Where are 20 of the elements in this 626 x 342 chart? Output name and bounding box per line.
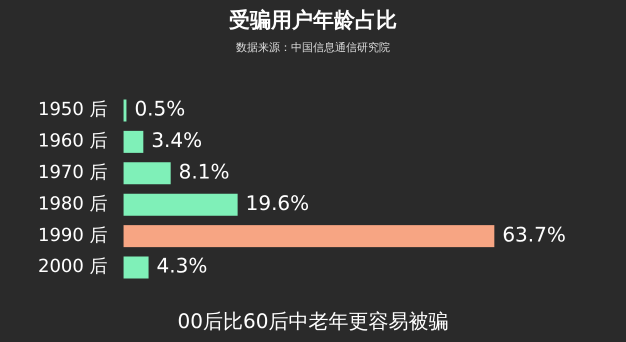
y-tick-label: 1990 后 xyxy=(38,224,108,246)
data-label: 19.6% xyxy=(246,190,310,215)
data-label: 63.7% xyxy=(502,222,566,246)
bar xyxy=(124,194,238,216)
y-tick-label: 2000 后 xyxy=(38,256,108,278)
bar xyxy=(124,162,171,184)
y-tick-label: 1970 后 xyxy=(38,162,108,183)
bar xyxy=(124,225,494,248)
chart-title: 受骗用户年龄占比 xyxy=(228,7,398,34)
data-label: 0.5% xyxy=(134,96,186,121)
text: 00后比60后中老年更容易被骗 xyxy=(176,308,450,335)
data-label: 4.3% xyxy=(156,254,208,278)
data-label: 8.1% xyxy=(178,160,230,184)
bar xyxy=(124,130,144,153)
data-label: 3.4% xyxy=(151,128,202,152)
y-tick-label: 1950 后 xyxy=(38,99,108,120)
y-tick-label: 1960 后 xyxy=(38,130,108,152)
bar xyxy=(124,256,149,278)
y-tick-label: 1980 后 xyxy=(38,193,108,214)
chart-subtitle: 数据来源：中国信息通信研究院 xyxy=(235,40,391,55)
